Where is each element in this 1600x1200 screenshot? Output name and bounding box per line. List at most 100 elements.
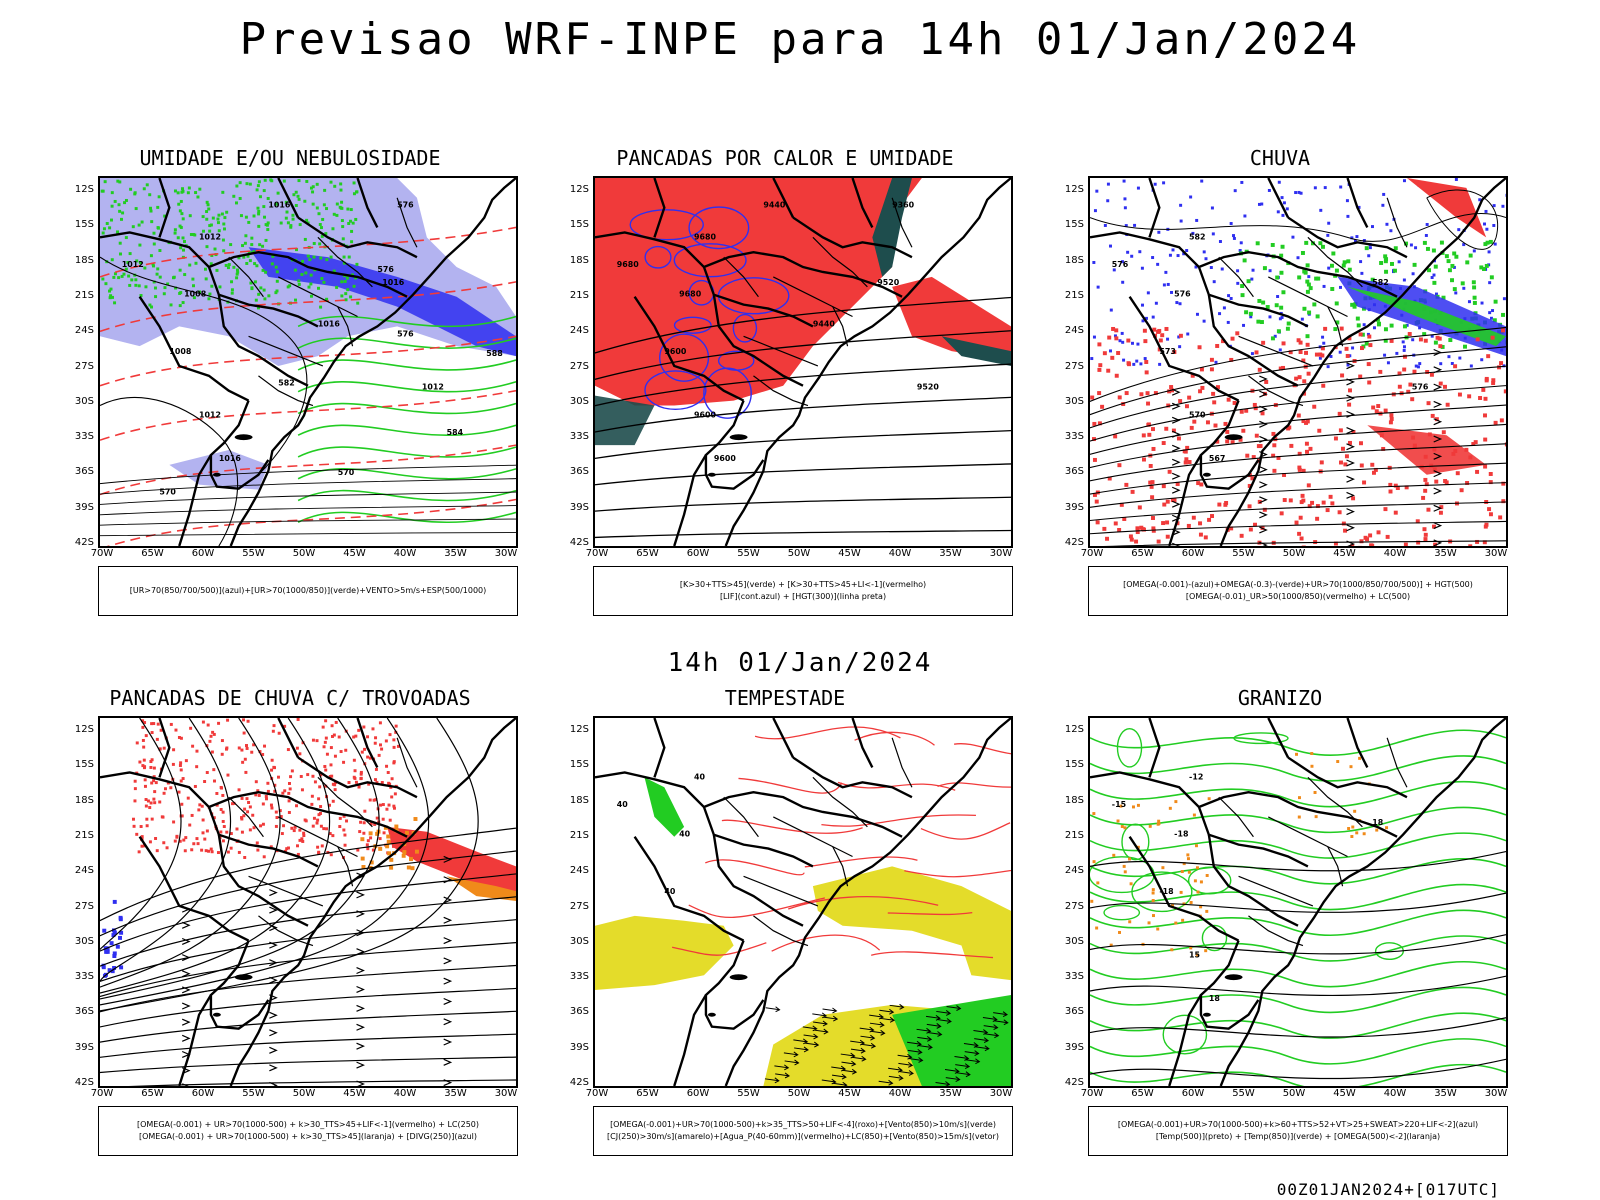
state-border — [228, 796, 264, 838]
flow-line — [100, 964, 516, 1013]
humidity-low-contours — [297, 315, 516, 524]
wind-vectors — [764, 1003, 1009, 1086]
lon-tick-label: 50W — [292, 1088, 316, 1099]
state-border — [1218, 256, 1254, 298]
lon-tick-label: 55W — [737, 1088, 760, 1099]
coastline — [724, 178, 1011, 546]
country-border — [792, 216, 913, 259]
country-border — [1346, 718, 1369, 768]
lat-tick-label: 30S — [1064, 395, 1084, 407]
lat-tick-label: 15S — [569, 219, 589, 231]
coastline — [229, 718, 516, 1086]
contour-label: 582 — [278, 379, 295, 388]
contour-label: 576 — [397, 329, 414, 338]
state-border — [258, 915, 314, 947]
country-border — [209, 940, 270, 1030]
lat-tick-label: 27S — [74, 360, 94, 372]
state-border — [743, 335, 819, 367]
country-border — [1199, 940, 1260, 1030]
contour-label: -12 — [1189, 772, 1203, 781]
country-border — [595, 771, 814, 868]
flow-line — [100, 491, 516, 505]
flow-line — [595, 296, 1011, 354]
state-border — [1248, 375, 1304, 407]
lon-tick-label: 35W — [939, 548, 962, 559]
lat-tick-label: 33S — [1064, 971, 1084, 983]
lat-tick-label: 30S — [1064, 935, 1084, 947]
state-border — [1268, 276, 1348, 318]
lat-tick-label: 15S — [74, 219, 94, 231]
panel-legend: [OMEGA(-0.001) + UR>70(1000-500) + k>30_… — [98, 1106, 518, 1156]
map-canvas: 1012 1012 1008 1008 1012 1016 1016 1012 1016 1016… — [98, 176, 518, 548]
state-border — [396, 737, 418, 788]
legend-line: [CJ(250)>30m/s](amarelo)+[Agua_P(40-60mm… — [607, 1132, 999, 1141]
country-border — [633, 836, 745, 942]
lat-tick-label: 21S — [1064, 289, 1084, 301]
state-border — [832, 846, 849, 887]
flow-line — [100, 850, 516, 937]
contour-label: 1012 — [122, 260, 144, 269]
thickness-contours — [100, 226, 516, 546]
lat-tick-label: 42S — [569, 537, 589, 548]
flow-line — [100, 518, 516, 526]
contour-label: 582 — [1372, 278, 1389, 287]
lon-tick-label: 50W — [1282, 548, 1306, 559]
state-border — [723, 796, 759, 838]
lagoon — [1202, 472, 1211, 477]
contour-label: 9680 — [679, 290, 702, 299]
lagoon — [707, 472, 716, 477]
panel-legend: [K>30+TTS>45](verde) + [K>30+TTS>45+LI<-… — [593, 566, 1013, 616]
flow-line — [1090, 326, 1506, 403]
lat-tick-label: 27S — [1064, 360, 1084, 372]
country-border — [158, 718, 171, 778]
flow-line — [100, 505, 516, 516]
lat-tick-label: 30S — [569, 395, 589, 407]
country-border — [1128, 836, 1240, 942]
lon-tick-label: 60W — [191, 1088, 215, 1099]
country-border — [100, 231, 319, 328]
heat-humidity-ocean — [941, 336, 1011, 366]
lagoon — [234, 434, 253, 441]
lat-tick-label: 42S — [1064, 537, 1084, 548]
lon-tick-label: 65W — [141, 1088, 164, 1099]
map-canvas — [98, 716, 518, 1088]
country-border — [1199, 400, 1260, 490]
country-border — [1090, 231, 1309, 328]
lon-tick-label: 60W — [1181, 1088, 1205, 1099]
lagoon — [212, 472, 221, 477]
state-border — [248, 335, 324, 367]
map-geography — [1090, 718, 1506, 1086]
state-border — [1327, 306, 1344, 347]
flow-line — [100, 873, 516, 952]
country-border — [1090, 771, 1309, 868]
contour-label: 9520 — [917, 383, 940, 392]
latitude-axis: 12S 15S 18S 21S 24S 27S 30S 33S 36S 39S 42S — [68, 176, 98, 548]
country-border — [209, 400, 270, 490]
lagoon — [1224, 974, 1243, 981]
streamlines — [595, 296, 1011, 539]
contour-label: 9680 — [617, 260, 640, 269]
legend-line: [Temp(500)](preto) + [Temp(850)](verde) … — [1155, 1132, 1441, 1141]
convective-band — [387, 826, 516, 897]
flow-line — [595, 463, 1011, 486]
state-border — [891, 197, 913, 248]
map-svg: 582 576 576 573 570 567 582 576 — [1090, 178, 1506, 546]
lat-tick-label: 33S — [1064, 431, 1084, 443]
lon-tick-label: 70W — [90, 548, 114, 559]
contour-label: 573 — [1159, 347, 1176, 356]
lat-tick-label: 21S — [569, 829, 589, 841]
contour-label: 570 — [159, 488, 176, 497]
country-border — [1207, 834, 1299, 927]
lagoon — [1202, 1012, 1211, 1017]
longitude-axis: 70W 65W 60W 55W 50W 45W 40W 35W 30W — [91, 1088, 518, 1102]
latitude-axis: 12S 15S 18S 21S 24S 27S 30S 33S 36S 39S 42S — [563, 716, 593, 1088]
lon-tick-label: 30W — [494, 1088, 518, 1099]
lat-tick-label: 36S — [74, 466, 94, 478]
legend-line: [OMEGA(-0.001)+UR>70(1000-500)+k>60+TTS>… — [1117, 1120, 1479, 1129]
lat-tick-label: 24S — [1064, 325, 1084, 337]
lon-tick-label: 45W — [343, 548, 366, 559]
country-border — [1198, 790, 1398, 838]
lat-tick-label: 18S — [74, 254, 94, 266]
map-svg: 9680 9680 9680 9600 9600 9600 9520 9520 9440 9440… — [595, 178, 1011, 546]
lon-tick-label: 55W — [1232, 1088, 1255, 1099]
